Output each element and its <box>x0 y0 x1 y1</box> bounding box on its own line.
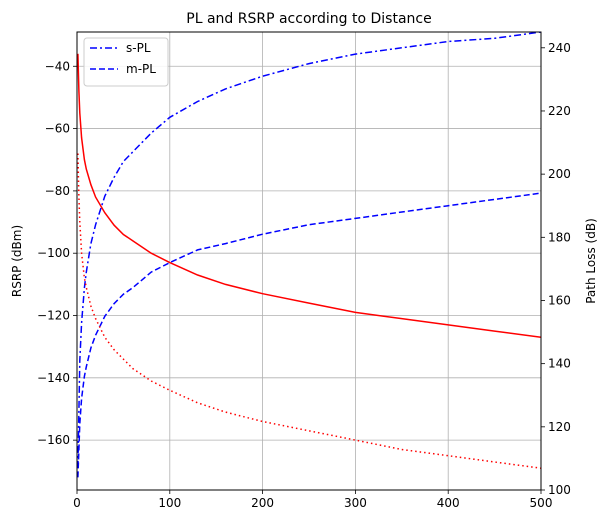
y-left-tick-label: −140 <box>37 371 70 385</box>
y-right-tick-label: 160 <box>548 293 571 307</box>
series-line-1 <box>77 192 541 478</box>
chart-title: PL and RSRP according to Distance <box>186 11 431 27</box>
y-right-tick-label: 120 <box>548 420 571 434</box>
y-right-tick-label: 180 <box>548 230 571 244</box>
y-left-tick-label: −160 <box>37 433 70 447</box>
y-axis-right: 100 120 140 160 180 200 220 240 <box>541 41 571 497</box>
y-left-tick-label: −100 <box>37 246 70 260</box>
series-lines <box>77 32 541 478</box>
y-axis-right-label: Path Loss (dB) <box>584 218 598 304</box>
legend-label-0: s-PL <box>126 41 151 55</box>
legend: s-PL m-PL <box>83 37 169 87</box>
y-axis-left: −160 −140 −120 −100 −80 −60 −40 <box>37 59 77 447</box>
y-right-tick-label: 240 <box>548 41 571 55</box>
series-line-0 <box>77 32 541 468</box>
plot-frame <box>76 31 542 491</box>
y-left-tick-label: −60 <box>45 122 70 136</box>
y-right-tick-label: 200 <box>548 167 571 181</box>
legend-label-1: m-PL <box>126 62 156 76</box>
y-left-tick-label: −120 <box>37 309 70 323</box>
y-axis-left-label: RSRP (dBm) <box>10 225 24 297</box>
y-right-tick-label: 100 <box>548 483 571 497</box>
y-left-tick-label: −80 <box>45 184 70 198</box>
y-right-tick-label: 140 <box>548 357 571 371</box>
series-line-3 <box>77 153 541 469</box>
x-tick-label: 400 <box>437 496 460 510</box>
x-axis: 0 100 200 300 400 500 <box>73 490 552 510</box>
y-right-tick-label: 220 <box>548 104 571 118</box>
legend-box <box>83 37 169 87</box>
x-tick-label: 0 <box>73 496 81 510</box>
x-tick-label: 300 <box>344 496 367 510</box>
x-tick-label: 200 <box>251 496 274 510</box>
series-line-2 <box>77 53 541 339</box>
x-tick-label: 100 <box>158 496 181 510</box>
grid <box>76 32 542 490</box>
x-tick-label: 500 <box>530 496 553 510</box>
y-left-tick-label: −40 <box>45 59 70 73</box>
